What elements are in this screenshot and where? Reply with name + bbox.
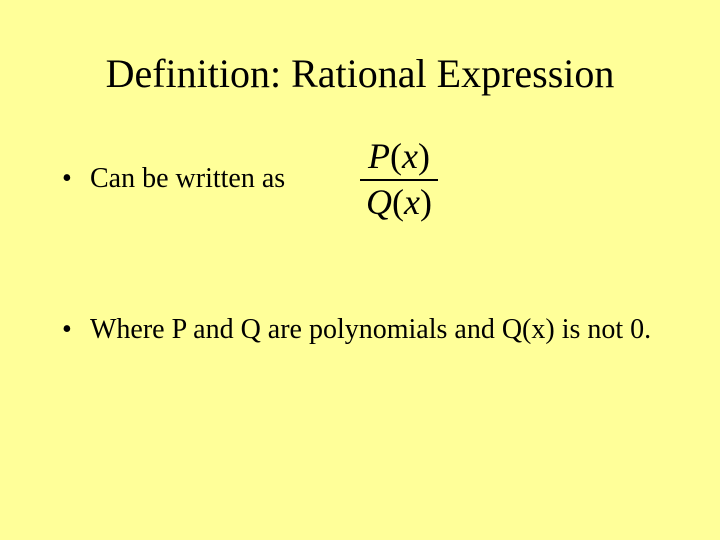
bullet-marker: • — [60, 312, 90, 348]
bullet-2-text: Where P and Q are polynomials and Q(x) i… — [90, 312, 660, 348]
bullet-row-1-container: • Can be written as P(x) Q(x) — [60, 137, 660, 222]
bullet-1-text: Can be written as — [90, 161, 320, 197]
bullet-row-2: • Where P and Q are polynomials and Q(x)… — [60, 312, 660, 348]
slide-title: Definition: Rational Expression — [60, 50, 660, 97]
fraction-expression: P(x) Q(x) — [360, 137, 438, 222]
bullet-marker: • — [60, 161, 90, 197]
slide: Definition: Rational Expression • Can be… — [0, 0, 720, 540]
slide-content: • Can be written as P(x) Q(x) • Where P … — [60, 137, 660, 349]
fraction-denominator: Q(x) — [360, 183, 438, 223]
fraction-bar — [360, 179, 438, 181]
bullet-row-1: • Can be written as — [60, 161, 320, 197]
fraction-numerator: P(x) — [360, 137, 438, 177]
